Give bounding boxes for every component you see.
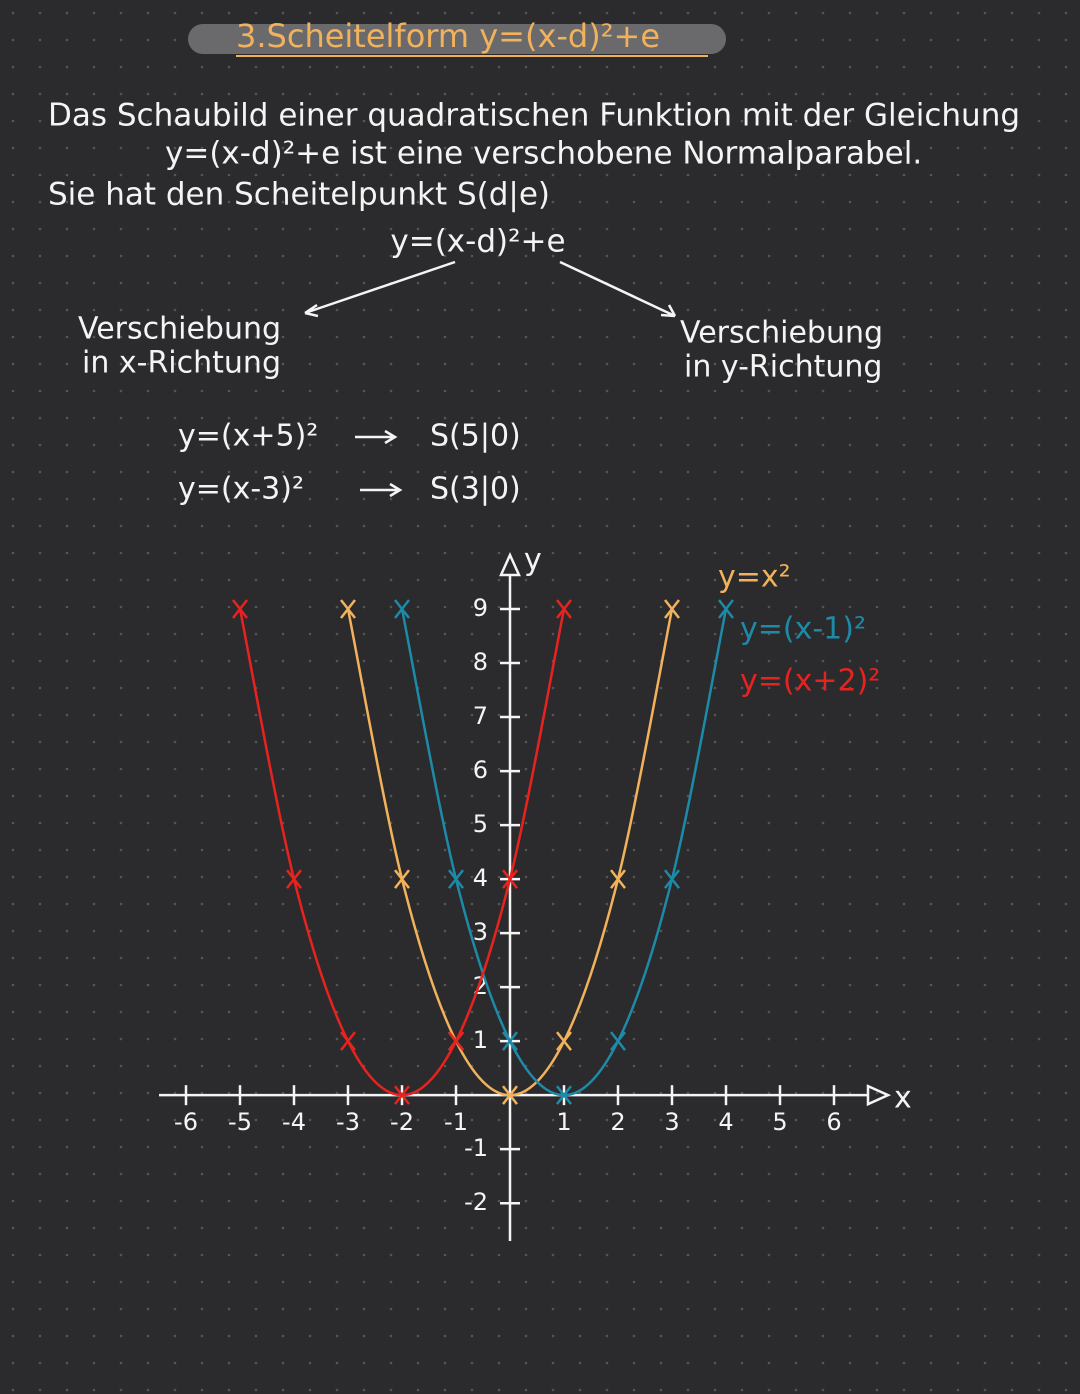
x-tick-label: 4 [718, 1108, 733, 1136]
point-cross [286, 869, 302, 889]
point-cross [502, 1031, 518, 1051]
y-tick-label: 4 [473, 864, 488, 892]
point-cross [394, 869, 410, 889]
example-arrows [355, 429, 403, 498]
point-cross [502, 1085, 518, 1105]
y-tick-label: 5 [473, 810, 488, 838]
right-branch: in y-Richtung [684, 350, 882, 385]
point-cross [610, 869, 626, 889]
x-tick-label: -2 [390, 1108, 414, 1136]
example: S(3|0) [430, 472, 521, 507]
x-tick-label: -3 [336, 1108, 360, 1136]
y-tick-label: -1 [464, 1134, 488, 1162]
legend-entry: y=x² [718, 560, 791, 595]
point-cross [664, 869, 680, 889]
intro-line: y=(x-d)²+e ist eine verschobene Normalpa… [165, 136, 922, 172]
y-tick-label: 6 [473, 756, 488, 784]
y-tick-label: 7 [473, 702, 488, 730]
point-cross [502, 869, 518, 889]
title: 3.Scheitelform y=(x-d)²+e [236, 17, 660, 55]
y-tick-label: -2 [464, 1188, 488, 1216]
point-cross [232, 599, 248, 619]
left-branch: in x-Richtung [82, 346, 281, 381]
legend-entry: y=(x-1)² [740, 612, 866, 647]
intro-line: Das Schaubild einer quadratischen Funkti… [48, 98, 1020, 134]
y-tick-label: 1 [473, 1026, 488, 1054]
y-tick-label: 9 [473, 594, 488, 622]
left-branch: Verschiebung [78, 312, 281, 347]
point-cross [556, 1085, 572, 1105]
x-tick-label: 3 [664, 1108, 679, 1136]
point-cross [340, 1031, 356, 1051]
point-cross [394, 1085, 410, 1105]
point-cross [394, 599, 410, 619]
point-cross [556, 1031, 572, 1051]
x-tick-label: -6 [174, 1108, 198, 1136]
intro-line: Sie hat den Scheitelpunkt S(d|e) [48, 177, 550, 213]
y-axis [499, 551, 521, 1241]
x-tick-label: 2 [610, 1108, 625, 1136]
x-tick-label: 1 [556, 1108, 571, 1136]
x-tick-label: -1 [444, 1108, 468, 1136]
point-cross [448, 869, 464, 889]
x-tick-label: -5 [228, 1108, 252, 1136]
example: y=(x-3)² [178, 472, 304, 507]
x-axis-label: x [894, 1081, 912, 1116]
point-cross [340, 599, 356, 619]
point-cross [664, 599, 680, 619]
point-cross [448, 1031, 464, 1051]
title-highlight [188, 24, 726, 54]
point-cross [610, 1031, 626, 1051]
point-cross [718, 599, 734, 619]
formula: y=(x-d)²+e [390, 224, 565, 260]
point-cross [556, 599, 572, 619]
x-tick-label: -4 [282, 1108, 306, 1136]
y-tick-label: 3 [473, 918, 488, 946]
example: S(5|0) [430, 419, 521, 454]
y-axis-label: y [524, 543, 542, 578]
x-tick-label: 5 [772, 1108, 787, 1136]
y-tick-label: 8 [473, 648, 488, 676]
x-tick-label: 6 [826, 1108, 841, 1136]
example: y=(x+5)² [178, 419, 318, 454]
branch-arrows [304, 260, 677, 318]
legend-entry: y=(x+2)² [740, 664, 880, 699]
right-branch: Verschiebung [680, 316, 883, 351]
